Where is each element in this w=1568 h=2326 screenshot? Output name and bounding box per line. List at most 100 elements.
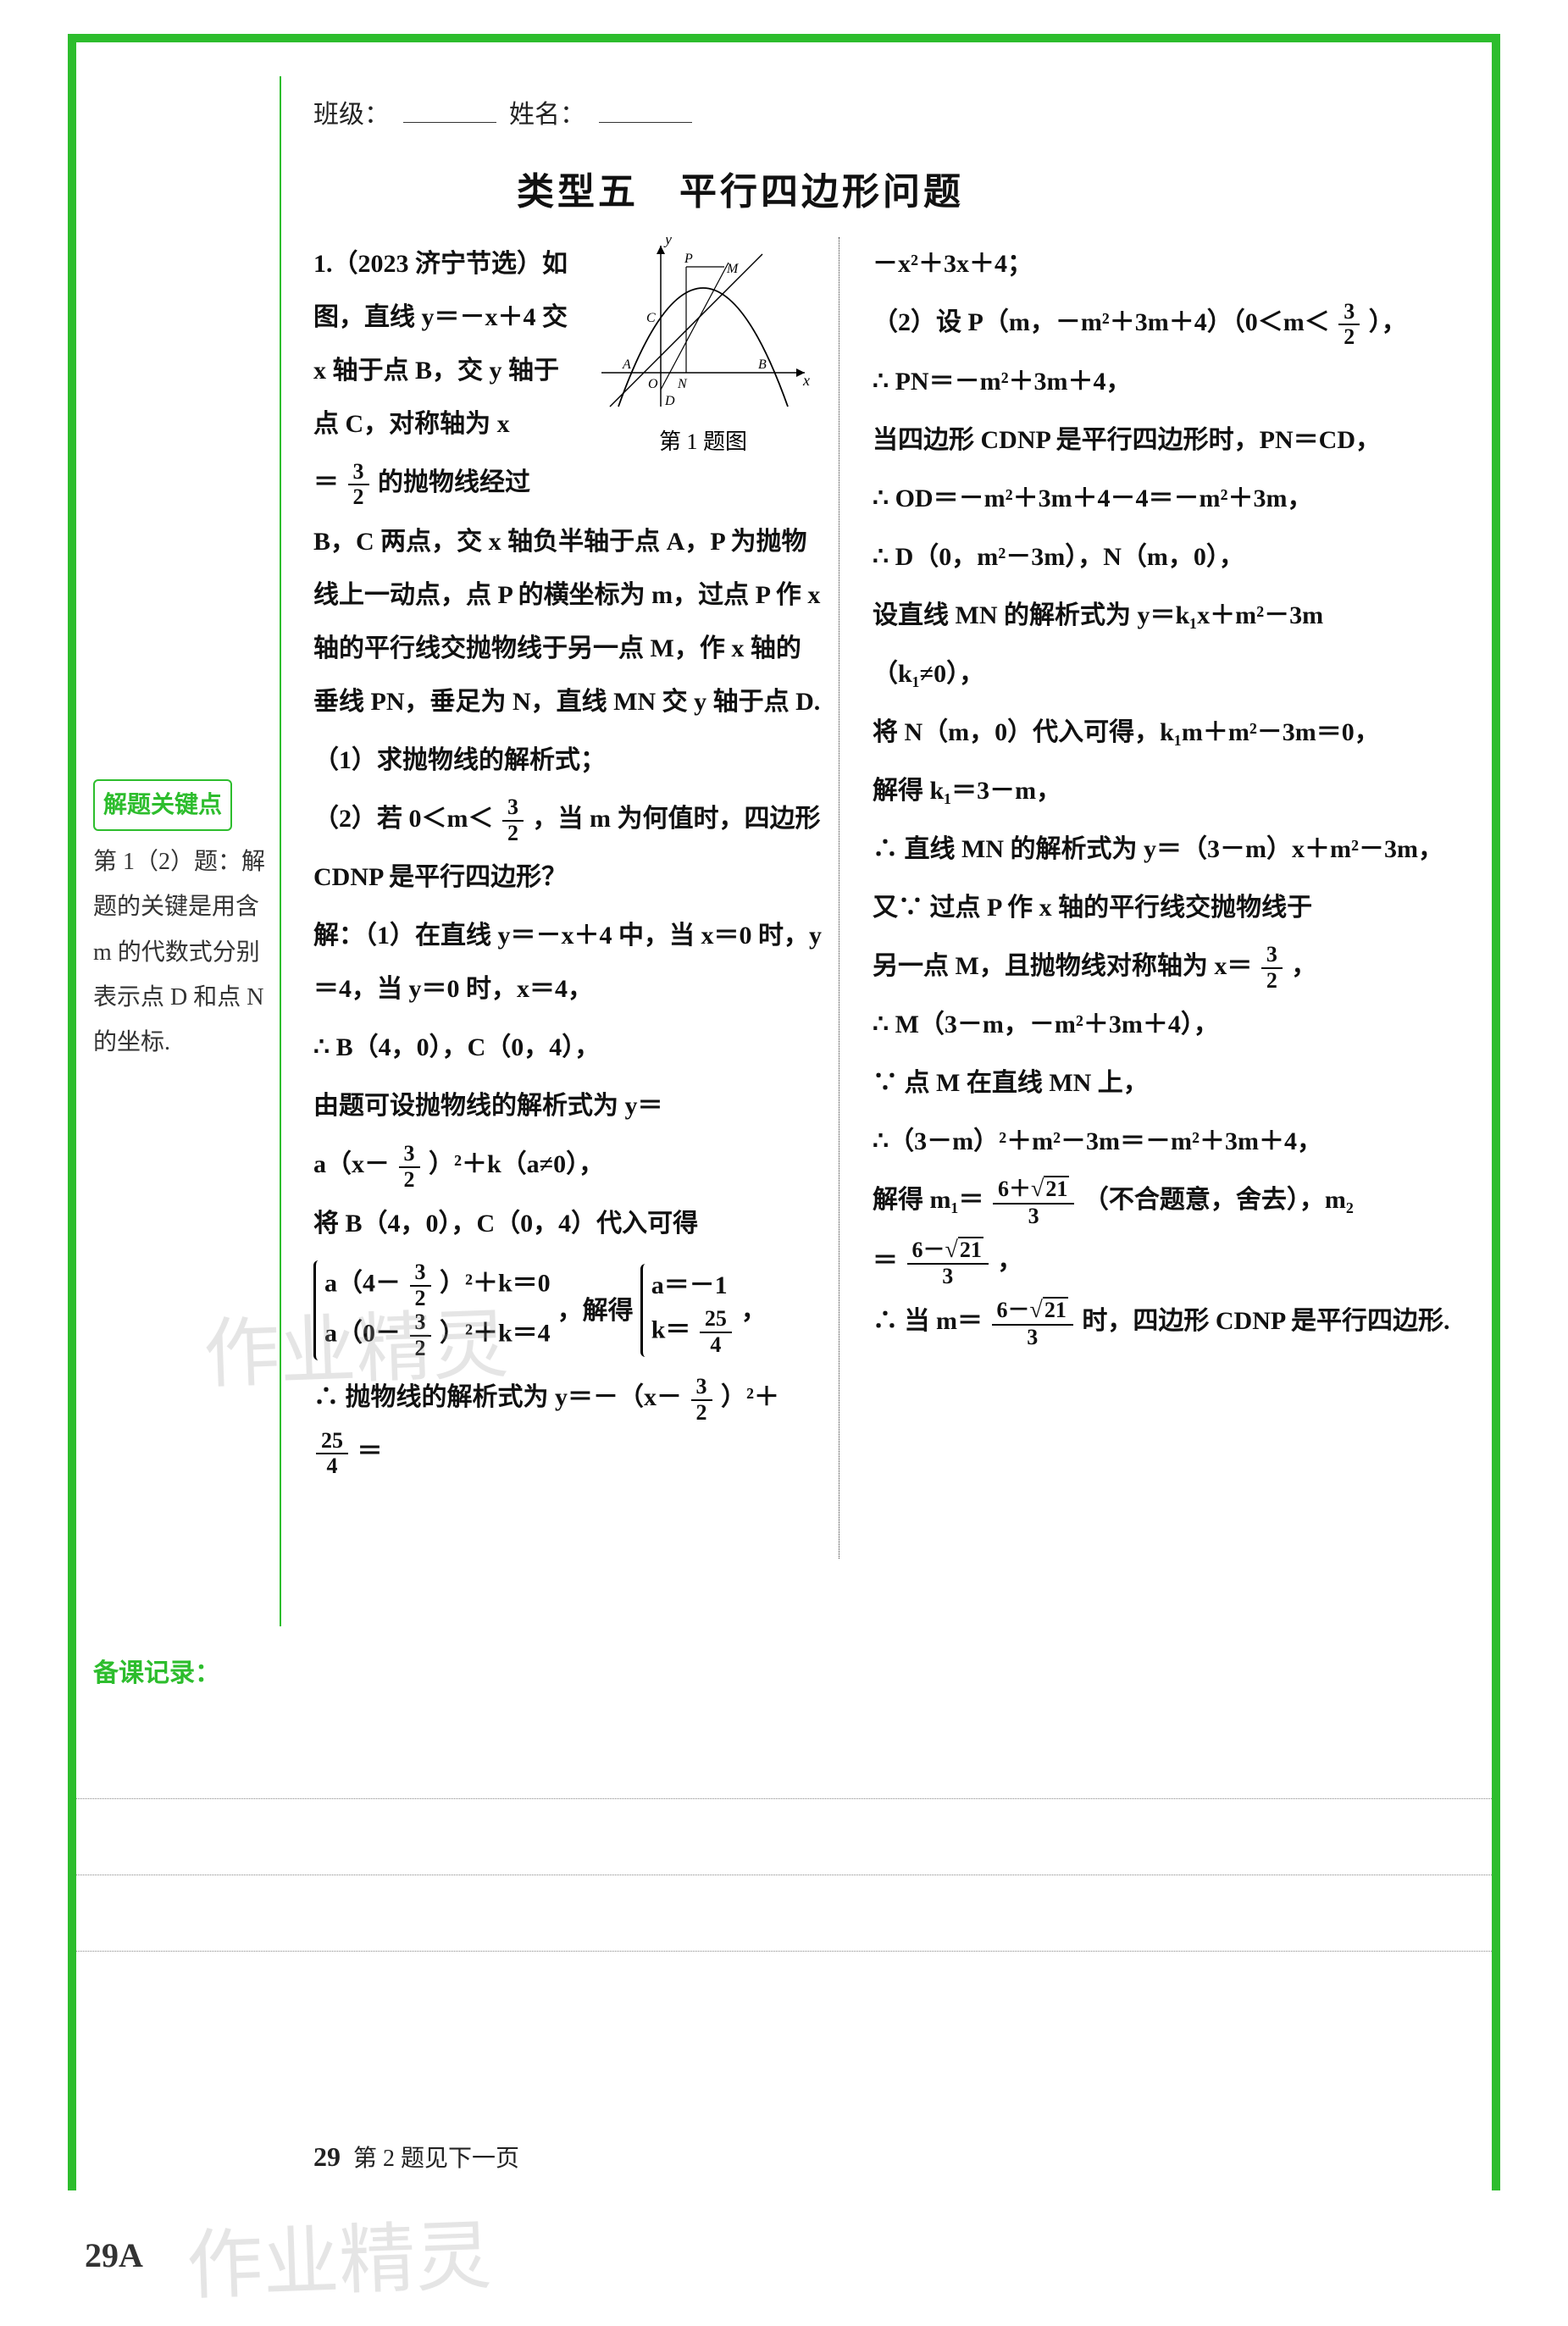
r10: 又∵ 过点 P 作 x 轴的平行线交抛物线于 — [873, 881, 1465, 934]
frac-den: 2 — [502, 822, 524, 846]
page-num-inside: 29 — [313, 2141, 341, 2172]
brace-right: a＝－1 k＝ 25 4 — [640, 1264, 734, 1357]
r12: ∵ 点 M 在直线 MN 上， — [873, 1056, 1465, 1110]
class-blank[interactable] — [403, 104, 496, 123]
frac-num: 25 — [700, 1307, 732, 1333]
sol-s1: 解：（1）在直线 y＝－x＋4 中，当 x＝0 时，y＝4，当 y＝0 时，x＝… — [313, 909, 822, 1016]
sol-s6: ∴ 抛物线的解析式为 y＝－（x－ 3 2 ）²＋ 25 4 ＝ — [313, 1371, 822, 1478]
r15-num: 6－√21 — [907, 1237, 989, 1265]
r8: 解得 k₁＝3－m， — [873, 764, 1465, 817]
sidebar-keypoint: 解题关键点 第 1（2）题：解题的关键是用含 m 的代数式分别表示点 D 和点 … — [93, 779, 271, 1065]
r9: ∴ 直线 MN 的解析式为 y＝（3－m）x＋m²－3m， — [873, 822, 1465, 876]
frac-num: 3 — [399, 1142, 420, 1168]
problem-q1: （1）求抛物线的解析式； — [313, 734, 822, 787]
problem-q2: （2）若 0＜m＜ 3 2 ，当 m 为何值时，四边形 — [313, 792, 822, 846]
r16-b: 时，四边形 CDNP 是平行四边形. — [1082, 1307, 1449, 1335]
r16-frac: 6－√21 3 — [992, 1297, 1073, 1349]
problem-q2c: CDNP 是平行四边形？ — [313, 850, 822, 904]
q2-b: ，当 m 为何值时，四边形 — [533, 805, 821, 833]
r15: ＝ 6－√21 3 ， — [873, 1234, 1465, 1289]
frac-num: 3 — [502, 795, 524, 822]
r4: ∴ OD＝－m²＋3m＋4－4＝－m²＋3m， — [873, 472, 1465, 525]
r15-frac: 6－√21 3 — [907, 1237, 989, 1289]
s6-frac1: 3 2 — [691, 1375, 712, 1425]
s4-b: ）²＋k（a≠0）， — [429, 1150, 604, 1178]
sys-r1b: ）²＋k＝0 — [440, 1270, 551, 1298]
frac-num: 3 — [1261, 943, 1283, 969]
footer-note: 第 2 题见下一页 — [353, 2146, 519, 2172]
r10b-b: ， — [1291, 952, 1316, 980]
r1-frac: 3 2 — [1338, 300, 1360, 350]
s6-b: ）²＋ — [721, 1383, 779, 1411]
q2-frac: 3 2 — [502, 795, 524, 845]
s4-frac: 3 2 — [399, 1142, 420, 1192]
frac-den: 2 — [399, 1168, 420, 1193]
frac-den: 3 — [907, 1265, 989, 1289]
sys2-r2-frac: 25 4 — [700, 1307, 732, 1357]
r1-a: （2）设 P（m，－m²＋3m＋4）（0＜m＜ — [873, 308, 1330, 336]
r16-a: ∴ 当 m＝ — [873, 1307, 983, 1335]
footer-inside: 29 第 2 题见下一页 — [313, 2140, 519, 2174]
frac-den: 2 — [348, 485, 369, 510]
sys-mid: ，解得 — [557, 1284, 634, 1337]
frac-den: 2 — [1338, 325, 1360, 350]
frac-num: 3 — [1338, 300, 1360, 326]
r1-b: ）， — [1369, 308, 1407, 336]
equation-system: a（4－ 3 2 ）²＋k＝0 a（0－ 3 2 ）²＋k＝4 — [313, 1255, 822, 1365]
frac-den: 2 — [410, 1287, 431, 1311]
r2: ∴ PN＝－m²＋3m＋4， — [873, 355, 1465, 408]
r16: ∴ 当 m＝ 6－√21 3 时，四边形 CDNP 是平行四边形. — [873, 1294, 1465, 1349]
note-line[interactable] — [76, 1875, 1492, 1952]
frac-num: 3 — [410, 1260, 431, 1287]
frac-den: 4 — [700, 1333, 732, 1358]
frac-num: 3 — [410, 1310, 431, 1337]
header-fields: 班级： 姓名： — [313, 93, 699, 130]
r3: 当四边形 CDNP 是平行四边形时，PN＝CD， — [873, 413, 1465, 467]
notes-label: 备课记录： — [93, 1652, 1500, 1689]
r6b: （k₁≠0）， — [873, 647, 1465, 701]
column-left: 1.（2023 济宁节选）如图，直线 y＝－x＋4 交 x 轴于点 B，交 y … — [313, 237, 822, 1484]
section-title: 类型五 平行四边形问题 — [517, 161, 964, 215]
sol-s4: a（x－ 3 2 ）²＋k（a≠0）， — [313, 1138, 822, 1192]
frac-den: 2 — [691, 1401, 712, 1426]
sol-s5: 将 B（4，0），C（0，4）代入可得 — [313, 1197, 822, 1250]
class-label: 班级： — [313, 101, 390, 129]
r5: ∴ D（0，m²－3m），N（m，0）， — [873, 530, 1465, 584]
r11: ∴ M（3－m，－m²＋3m＋4）， — [873, 998, 1465, 1051]
note-line[interactable] — [76, 1723, 1492, 1799]
keypoint-text: 第 1（2）题：解题的关键是用含 m 的代数式分别表示点 D 和点 N 的坐标. — [93, 839, 271, 1065]
column-right: －x²＋3x＋4； （2）设 P（m，－m²＋3m＋4）（0＜m＜ 3 2 ），… — [873, 237, 1465, 1354]
q2-a: （2）若 0＜m＜ — [313, 805, 494, 833]
sys-r2b: ）²＋k＝4 — [440, 1320, 551, 1348]
frac-den: 3 — [992, 1326, 1073, 1350]
r14: 解得 m₁＝ 6＋√21 3 （不合题意，舍去），m₂ — [873, 1173, 1465, 1228]
s6-frac2: 25 4 — [316, 1429, 348, 1479]
sysr2-frac: 3 2 — [410, 1310, 431, 1360]
name-blank[interactable] — [599, 104, 692, 123]
sys-r2a: a（0－ — [324, 1320, 401, 1348]
r1: （2）设 P（m，－m²＋3m＋4）（0＜m＜ 3 2 ）， — [873, 296, 1465, 350]
r14-num: 6＋√21 — [993, 1176, 1074, 1205]
vertical-separator — [280, 76, 281, 1626]
watermark-2: 作业精灵 — [185, 2194, 493, 2314]
r15-a: ＝ — [873, 1247, 898, 1275]
r10b-frac: 3 2 — [1261, 943, 1283, 993]
problem-intro-1: 1.（2023 济宁节选）如图，直线 y＝－x＋4 交 x 轴于点 B，交 y … — [313, 237, 576, 451]
brace-left: a（4－ 3 2 ）²＋k＝0 a（0－ 3 2 ）²＋k＝4 — [313, 1260, 551, 1360]
frac-den: 2 — [410, 1337, 431, 1361]
sys-r1a: a（4－ — [324, 1270, 401, 1298]
r0: －x²＋3x＋4； — [873, 237, 1465, 291]
note-line[interactable] — [76, 1799, 1492, 1875]
sol-s3: 由题可设抛物线的解析式为 y＝ — [313, 1079, 822, 1133]
sysr1-frac: 3 2 — [410, 1260, 431, 1310]
intro-tail: 的抛物线经过 — [378, 468, 530, 496]
sys-tail: ， — [741, 1284, 767, 1337]
r15-b: ， — [997, 1247, 1022, 1275]
frac-den: 2 — [1261, 969, 1283, 994]
r14-b: （不合题意，舍去），m₂ — [1083, 1186, 1354, 1214]
eq-left: ＝ — [313, 468, 339, 496]
s4-a: a（x－ — [313, 1150, 390, 1178]
frac-den: 3 — [993, 1205, 1074, 1229]
notes-area: 备课记录： — [68, 1635, 1500, 1952]
sys2-r2a: k＝ — [651, 1316, 691, 1344]
